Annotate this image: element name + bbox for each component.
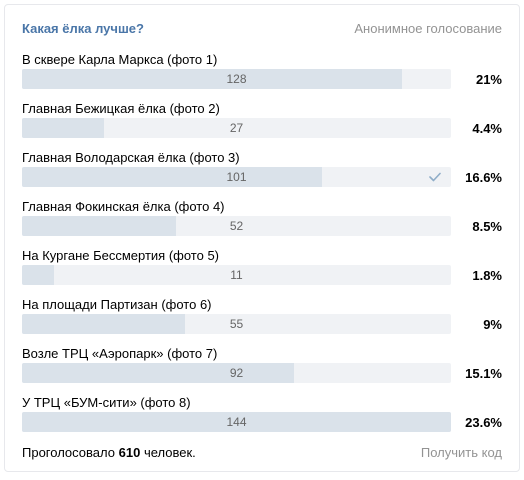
poll-option-bar: 52 [22,216,451,236]
poll-option[interactable]: У ТРЦ «БУМ-сити» (фото 8) 144 23.6% [22,395,502,435]
poll-option-votes: 11 [230,268,243,282]
poll-option-votes: 101 [226,170,247,184]
poll-option-percent: 23.6% [465,415,502,430]
poll-option-bar: 101 [22,167,451,187]
poll-option-percent: 1.8% [472,268,502,283]
poll-option-votes: 27 [229,121,244,135]
poll-widget: Какая ёлка лучше? Анонимное голосование … [4,4,520,472]
poll-option-percent: 4.4% [472,121,502,136]
voters-count: 610 [118,445,141,460]
poll-option[interactable]: Главная Володарская ёлка (фото 3) 101 16.6… [22,150,502,190]
poll-option-bar: 55 [22,314,451,334]
poll-option-bar-fill [22,265,55,285]
poll-option-bar-fill [22,118,104,138]
poll-option-percent: 21% [475,72,502,87]
poll-option-percent: 16.6% [465,170,502,185]
voters-suffix: человек. [143,445,196,460]
poll-option-votes: 52 [229,219,244,233]
poll-option-bar-fill [22,363,295,383]
poll-option[interactable]: В сквере Карла Маркса (фото 1) 128 21% [22,52,502,92]
poll-option[interactable]: На Кургане Бессмертия (фото 5) 11 1.8% [22,248,502,288]
poll-option-bar: 128 [22,69,451,89]
poll-option-label: В сквере Карла Маркса (фото 1) [22,52,218,67]
poll-option-votes: 92 [229,366,244,380]
poll-option-label: На Кургане Бессмертия (фото 5) [22,248,220,263]
poll-option-votes: 144 [226,415,247,429]
poll-option[interactable]: Возле ТРЦ «Аэропарк» (фото 7) 92 15.1% [22,346,502,386]
poll-option-label: Главная Бежицкая ёлка (фото 2) [22,101,220,116]
poll-option[interactable]: Главная Фокинская ёлка (фото 4) 52 8.5% [22,199,502,239]
poll-title: Какая ёлка лучше? [22,21,144,36]
poll-option-label: Главная Володарская ёлка (фото 3) [22,150,240,165]
voters-prefix: Проголосовало [22,445,115,460]
poll-type-label: Анонимное голосование [354,21,502,36]
get-code-link[interactable]: Получить код [420,445,502,460]
poll-option-label: Возле ТРЦ «Аэропарк» (фото 7) [22,346,218,361]
poll-option-bar-fill [22,167,323,187]
poll-option-bar-fill [22,69,402,89]
poll-option-bar: 92 [22,363,451,383]
voters-summary: Проголосовало 610 человек. [22,445,196,460]
poll-option-label: Главная Фокинская ёлка (фото 4) [22,199,225,214]
poll-option-bar: 144 [22,412,451,432]
poll-option[interactable]: На площади Партизан (фото 6) 55 9% [22,297,502,337]
poll-header: Какая ёлка лучше? Анонимное голосование [22,21,502,41]
poll-option[interactable]: Главная Бежицкая ёлка (фото 2) 27 4.4% [22,101,502,141]
poll-option-percent: 9% [483,317,502,332]
poll-option-votes: 55 [229,317,244,331]
poll-option-bar-fill [22,314,186,334]
checkmark-icon [429,172,441,182]
poll-option-bar: 11 [22,265,451,285]
poll-option-label: У ТРЦ «БУМ-сити» (фото 8) [22,395,191,410]
poll-option-label: На площади Партизан (фото 6) [22,297,212,312]
poll-option-percent: 15.1% [465,366,502,381]
poll-option-bar-fill [22,412,451,432]
poll-option-votes: 128 [226,72,247,86]
poll-option-bar: 27 [22,118,451,138]
poll-footer: Проголосовало 610 человек. Получить код [22,445,502,465]
poll-option-bar-fill [22,216,177,236]
poll-option-percent: 8.5% [472,219,502,234]
